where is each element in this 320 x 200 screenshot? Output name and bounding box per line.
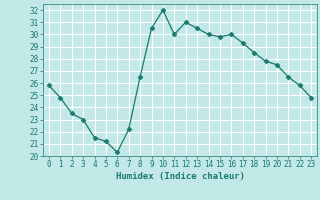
- X-axis label: Humidex (Indice chaleur): Humidex (Indice chaleur): [116, 172, 244, 181]
